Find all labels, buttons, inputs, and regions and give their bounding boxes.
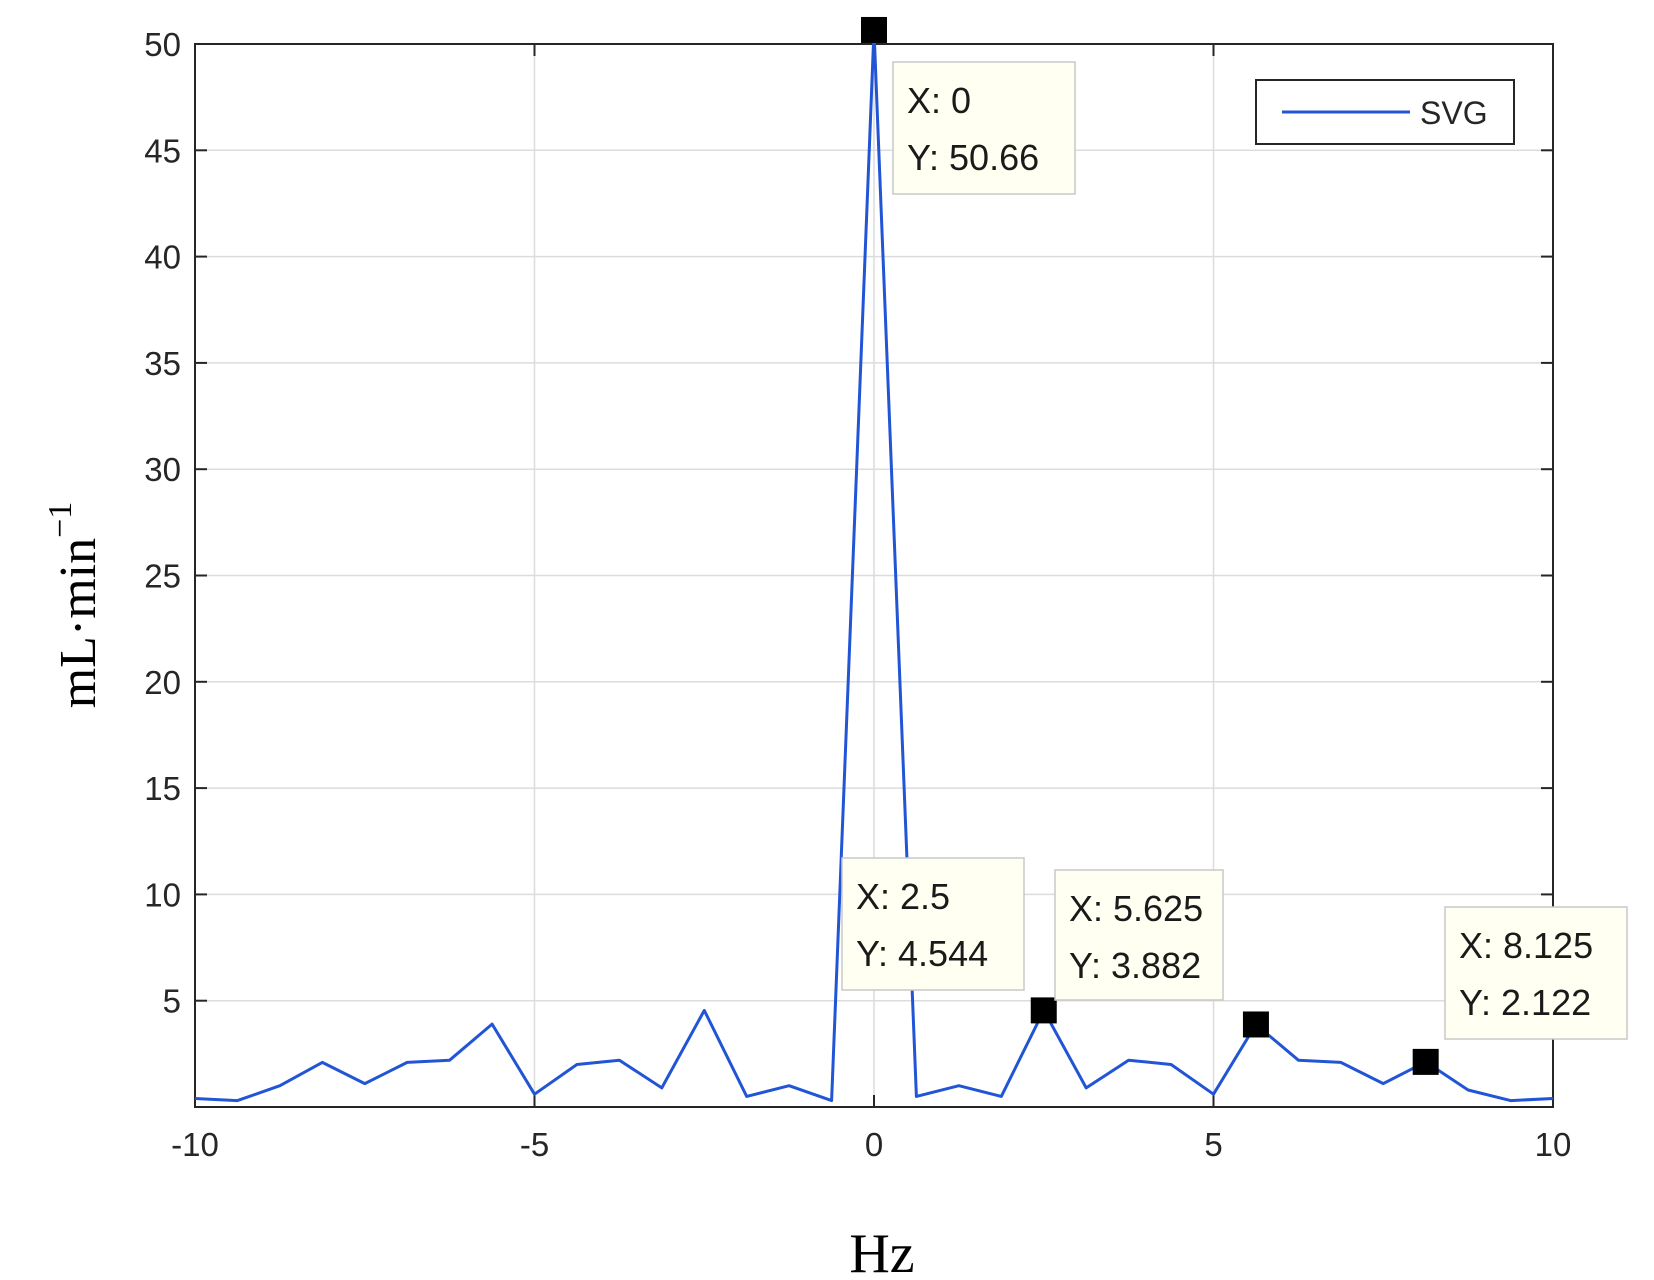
datatip-marker bbox=[1242, 1011, 1269, 1038]
svg-text:mL·min−1: mL·min−1 bbox=[42, 502, 107, 709]
datatips: X: 0 Y: 50.66 X: 2.5 Y: 4.544 X: 5.625 Y: 3.8… bbox=[841, 16, 1628, 1075]
y-axis-title-exponent: −1 bbox=[42, 502, 79, 538]
x-tick-label: 0 bbox=[865, 1126, 883, 1163]
x-axis-tick-labels: -10 -5 0 5 10 bbox=[171, 1126, 1571, 1163]
y-tick-label: 45 bbox=[144, 132, 181, 169]
datatip: X: 5.625 Y: 3.882 bbox=[1054, 869, 1269, 1038]
x-tick-label: 5 bbox=[1204, 1126, 1222, 1163]
y-tick-label: 5 bbox=[163, 983, 181, 1020]
y-axis-tick-labels: 5 10 15 20 25 30 35 40 45 50 bbox=[144, 26, 181, 1020]
x-tick-label: 10 bbox=[1535, 1126, 1572, 1163]
y-tick-label: 50 bbox=[144, 26, 181, 63]
datatip-x-label: X: 5.625 bbox=[1069, 888, 1203, 929]
y-tick-label: 25 bbox=[144, 558, 181, 595]
datatip-x-label: X: 0 bbox=[907, 80, 971, 121]
datatip-x-label: X: 2.5 bbox=[856, 876, 950, 917]
y-tick-label: 10 bbox=[144, 876, 181, 913]
datatip: X: 8.125 Y: 2.122 bbox=[1412, 906, 1628, 1075]
legend-label: SVG bbox=[1420, 95, 1488, 131]
datatip: X: 0 Y: 50.66 bbox=[861, 16, 1076, 195]
datatip-marker bbox=[861, 16, 887, 43]
datatip-marker bbox=[1412, 1048, 1439, 1075]
y-tick-label: 15 bbox=[144, 770, 181, 807]
datatip-y-label: Y: 3.882 bbox=[1069, 945, 1201, 986]
datatip-x-label: X: 8.125 bbox=[1459, 925, 1593, 966]
y-tick-label: 40 bbox=[144, 239, 181, 276]
y-tick-label: 30 bbox=[144, 451, 181, 488]
x-tick-label: -5 bbox=[520, 1126, 549, 1163]
legend: SVG bbox=[1255, 79, 1515, 145]
datatip-y-label: Y: 2.122 bbox=[1459, 982, 1591, 1023]
datatip-box bbox=[1054, 869, 1224, 1001]
y-axis-title-main: mL·min bbox=[50, 538, 107, 708]
datatip-y-label: Y: 50.66 bbox=[907, 137, 1039, 178]
datatip-box bbox=[841, 857, 1025, 991]
y-tick-label: 20 bbox=[144, 664, 181, 701]
x-axis-title: Hz bbox=[849, 1223, 914, 1280]
y-tick-label: 35 bbox=[144, 345, 181, 382]
datatip: X: 2.5 Y: 4.544 bbox=[841, 857, 1057, 1024]
datatip-marker bbox=[1030, 997, 1057, 1024]
x-tick-label: -10 bbox=[171, 1126, 219, 1163]
y-axis-title: mL·min−1 bbox=[42, 502, 107, 709]
datatip-y-label: Y: 4.544 bbox=[856, 933, 988, 974]
datatip-box bbox=[892, 61, 1076, 195]
datatip-box bbox=[1444, 906, 1628, 1040]
